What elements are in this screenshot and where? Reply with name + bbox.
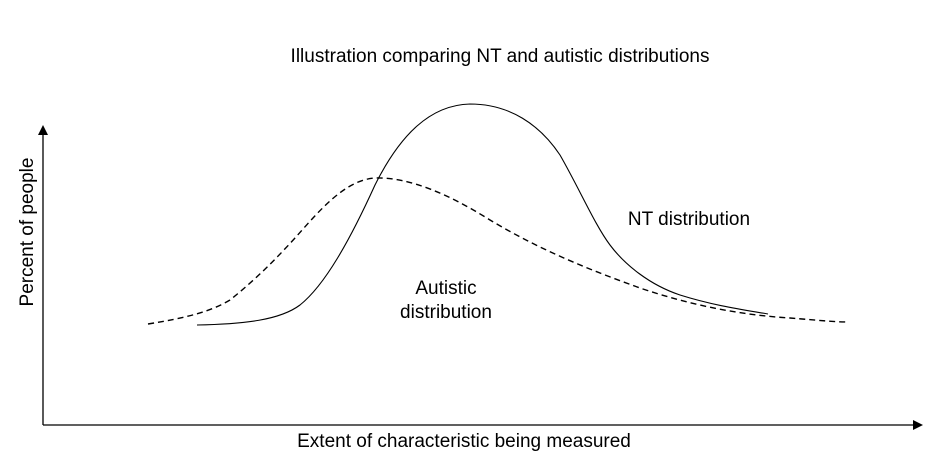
nt-distribution-curve [196, 103, 769, 326]
autistic-distribution-label-line1: Autistic [415, 278, 476, 299]
x-axis-label: Extent of characteristic being measured [297, 431, 631, 452]
autistic-distribution-label-line2: distribution [400, 302, 492, 323]
nt-distribution-label: NT distribution [628, 209, 750, 230]
diagram-title: Illustration comparing NT and autistic d… [291, 46, 710, 67]
y-axis-label: Percent of people [17, 158, 38, 307]
autistic-distribution-curve [147, 177, 849, 325]
